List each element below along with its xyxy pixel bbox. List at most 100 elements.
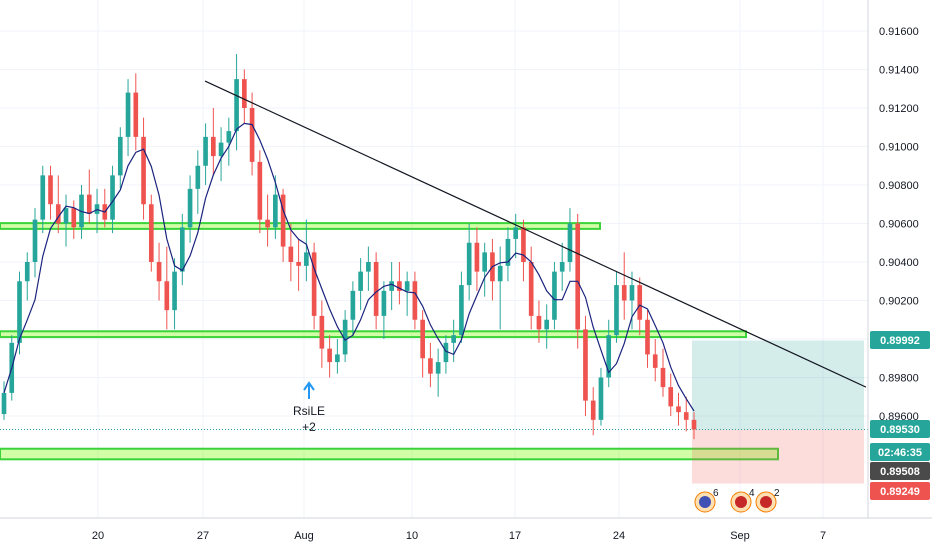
candle-body xyxy=(125,92,131,137)
candle-body xyxy=(683,412,689,420)
candle-body xyxy=(513,227,519,239)
candle-body xyxy=(172,271,177,311)
price-tag xyxy=(870,482,930,500)
candle-body xyxy=(474,242,480,272)
candle-body xyxy=(598,377,604,420)
y-tick-label: 0.89800 xyxy=(879,373,919,385)
candle-body xyxy=(156,262,162,282)
horizontal-zones xyxy=(0,222,779,461)
profit-target-area[interactable] xyxy=(692,340,864,430)
candle-body xyxy=(133,92,139,137)
x-tick-label: 10 xyxy=(406,530,418,542)
support-resistance-zone[interactable] xyxy=(0,222,601,230)
candle-body xyxy=(521,227,526,262)
candlestick-series xyxy=(1,54,697,440)
price-tag-text: 0.89508 xyxy=(880,466,920,478)
candle-body xyxy=(567,223,573,262)
candle-body xyxy=(40,175,46,220)
candle-body xyxy=(164,281,170,311)
x-tick-label: 17 xyxy=(509,530,521,542)
y-tick-label: 0.90800 xyxy=(879,180,919,192)
flag-icon xyxy=(760,496,772,508)
candle-body xyxy=(389,281,394,291)
candle-body xyxy=(528,262,534,316)
support-resistance-zone[interactable] xyxy=(0,330,747,339)
candle-body xyxy=(296,262,301,266)
candle-body xyxy=(311,252,317,316)
price-tag-text: 02:46:35 xyxy=(878,447,922,459)
candle-body xyxy=(412,281,418,320)
candle-body xyxy=(218,142,224,157)
y-tick-label: 0.90200 xyxy=(879,296,919,308)
y-tick-label: 0.91000 xyxy=(879,142,919,154)
candle-body xyxy=(280,194,286,247)
candle-body xyxy=(660,367,666,388)
candle-body xyxy=(536,315,542,330)
candle-body xyxy=(621,285,627,301)
candle-body xyxy=(505,238,511,266)
y-tick-label: 0.90400 xyxy=(879,257,919,269)
candle-body xyxy=(319,315,325,349)
candle-body xyxy=(63,208,69,224)
y-tick-label: 0.90600 xyxy=(879,219,919,231)
candle-body xyxy=(71,208,77,228)
candle-body xyxy=(110,175,115,220)
candle-body xyxy=(668,387,674,407)
candle-body xyxy=(335,354,340,363)
candle-body xyxy=(242,79,247,108)
candle-body xyxy=(614,285,619,336)
stop-loss-area[interactable] xyxy=(692,429,864,484)
candle-body xyxy=(451,335,456,343)
candle-body xyxy=(676,406,681,413)
candle-body xyxy=(273,194,278,228)
candle-body xyxy=(691,419,697,430)
moon-icon xyxy=(699,496,711,508)
candle-body xyxy=(117,136,123,176)
candle-body xyxy=(404,281,410,291)
candle-body xyxy=(211,136,216,157)
trend-overlays xyxy=(204,80,867,388)
position-tool[interactable] xyxy=(0,340,868,484)
candle-body xyxy=(257,161,263,220)
economic-events[interactable]: 6 4 2 xyxy=(694,488,780,513)
candle-body xyxy=(288,246,294,262)
price-tag xyxy=(870,420,930,438)
x-tick-label: 27 xyxy=(197,530,209,542)
candle-body xyxy=(304,252,309,266)
candle-body xyxy=(358,271,363,291)
price-tag xyxy=(870,443,930,461)
signal-value: +2 xyxy=(302,420,316,434)
event-count: 2 xyxy=(774,488,780,499)
candle-body xyxy=(652,354,658,368)
candle-body xyxy=(48,175,53,205)
candle-body xyxy=(606,335,612,378)
candle-body xyxy=(466,242,472,286)
candle-body xyxy=(459,285,464,336)
price-tag-text: 0.89992 xyxy=(880,335,920,347)
candle-body xyxy=(443,342,449,363)
candle-body xyxy=(482,252,487,272)
candle-body xyxy=(381,290,387,316)
y-tick-label: 0.91200 xyxy=(879,103,919,115)
candle-body xyxy=(342,319,348,355)
trendline[interactable] xyxy=(204,80,867,388)
candle-body xyxy=(645,319,650,355)
candle-body xyxy=(590,400,596,420)
support-resistance-zone[interactable] xyxy=(0,447,779,461)
candle-body xyxy=(428,358,433,374)
flag-icon xyxy=(735,496,747,508)
candle-body xyxy=(629,285,635,301)
x-tick-label: 20 xyxy=(92,530,104,542)
price-tag xyxy=(870,331,930,349)
moving-average-line xyxy=(3,122,695,412)
candle-body xyxy=(195,165,201,189)
candle-body xyxy=(366,262,371,272)
candle-body xyxy=(544,319,550,330)
candle-body xyxy=(226,131,232,143)
y-tick-label: 0.91600 xyxy=(879,26,919,38)
event-count: 4 xyxy=(749,488,755,499)
price-axis-labels: 0.89992 0.89530 02:46:35 0.89508 0.89249 xyxy=(870,331,930,500)
candle-body xyxy=(249,108,255,162)
candle-body xyxy=(187,188,193,228)
